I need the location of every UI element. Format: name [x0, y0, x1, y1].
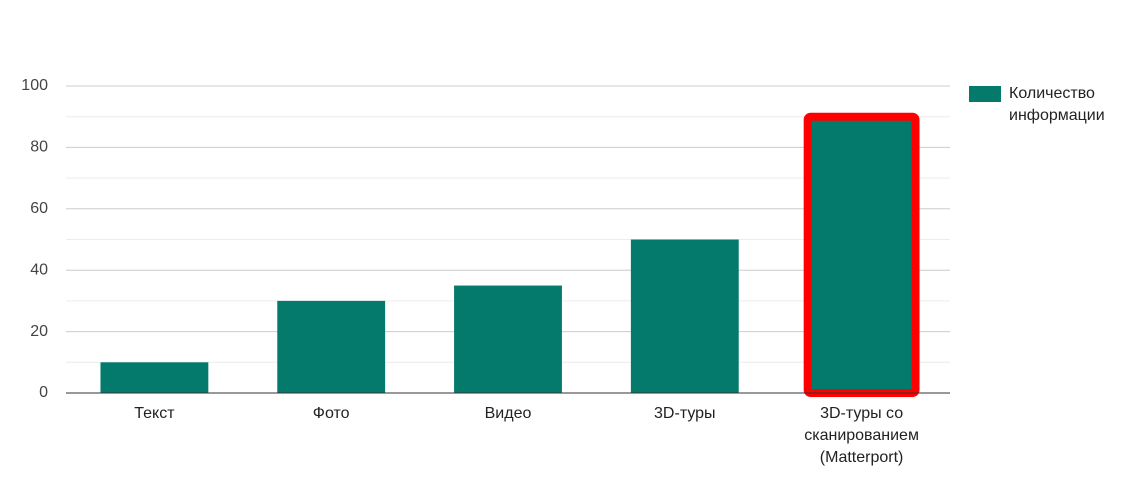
legend-swatch [969, 86, 1001, 102]
x-tick-label: Текст [134, 405, 175, 422]
y-tick-label: 100 [21, 77, 48, 94]
x-tick-label: Фото [312, 405, 350, 422]
x-tick-label: Видео [484, 405, 532, 422]
legend-label: Количество информации [1009, 85, 1105, 124]
y-tick-label: 80 [30, 139, 48, 156]
bar [803, 112, 920, 397]
bar [454, 285, 562, 393]
bar [630, 239, 739, 393]
y-tick-label: 40 [30, 261, 48, 278]
x-tick-label: 3D-туры со сканированием (Matterport) [804, 405, 919, 466]
y-tick-label: 60 [30, 200, 48, 217]
y-tick-label: 0 [39, 384, 48, 401]
bar [277, 300, 386, 393]
x-tick-label: 3D-туры [654, 405, 716, 422]
y-tick-label: 20 [30, 323, 48, 340]
bar [100, 362, 209, 393]
